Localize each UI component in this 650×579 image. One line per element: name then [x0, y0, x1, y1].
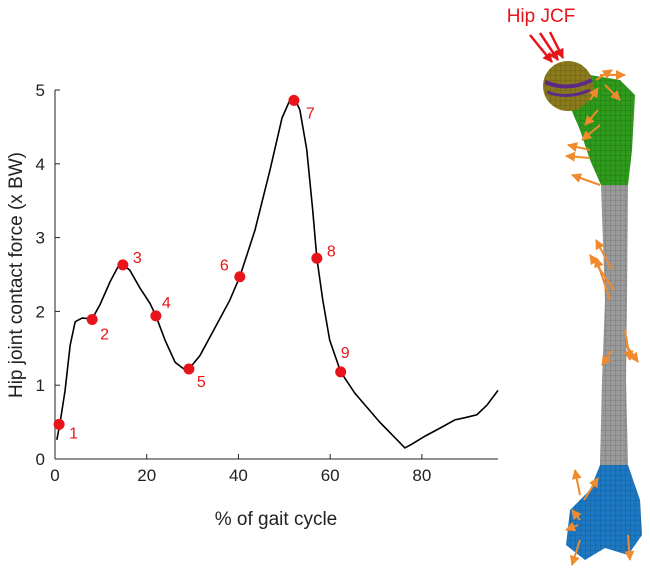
key-point-label: 1 [69, 425, 78, 442]
key-point [288, 94, 300, 106]
y-tick-label: 0 [36, 450, 45, 469]
key-point [150, 310, 162, 322]
key-point-label: 2 [100, 327, 109, 344]
x-tick-label: 0 [50, 466, 59, 485]
y-tick-label: 4 [36, 155, 45, 174]
key-point [53, 418, 65, 430]
annotation: Hip JCF [507, 6, 576, 27]
key-point-label: 7 [306, 105, 315, 122]
key-point-label: 6 [220, 258, 229, 275]
key-point [311, 252, 323, 264]
x-axis-label: % of gait cycle [215, 509, 338, 530]
key-point [117, 259, 129, 271]
y-tick-label: 2 [36, 302, 45, 321]
y-tick-label: 3 [36, 229, 45, 248]
key-point [86, 314, 98, 326]
x-tick-label: 80 [412, 466, 431, 485]
key-point-label: 3 [133, 250, 142, 267]
data-line [56, 97, 499, 449]
key-point-label: 9 [341, 345, 350, 362]
x-tick-label: 40 [229, 466, 248, 485]
key-point-label: 4 [162, 295, 171, 312]
x-tick-label: 20 [137, 466, 156, 485]
femur-illustration: Hip JCF [507, 6, 642, 566]
x-tick-label: 60 [321, 466, 340, 485]
y-axis-label: Hip joint contact force (x BW) [6, 152, 27, 398]
key-point [183, 363, 195, 375]
y-tick-label: 5 [36, 81, 45, 100]
key-point [234, 271, 246, 283]
key-point-label: 5 [197, 374, 206, 391]
key-point [335, 366, 347, 378]
key-point-label: 8 [327, 243, 336, 260]
y-tick-label: 1 [36, 376, 45, 395]
